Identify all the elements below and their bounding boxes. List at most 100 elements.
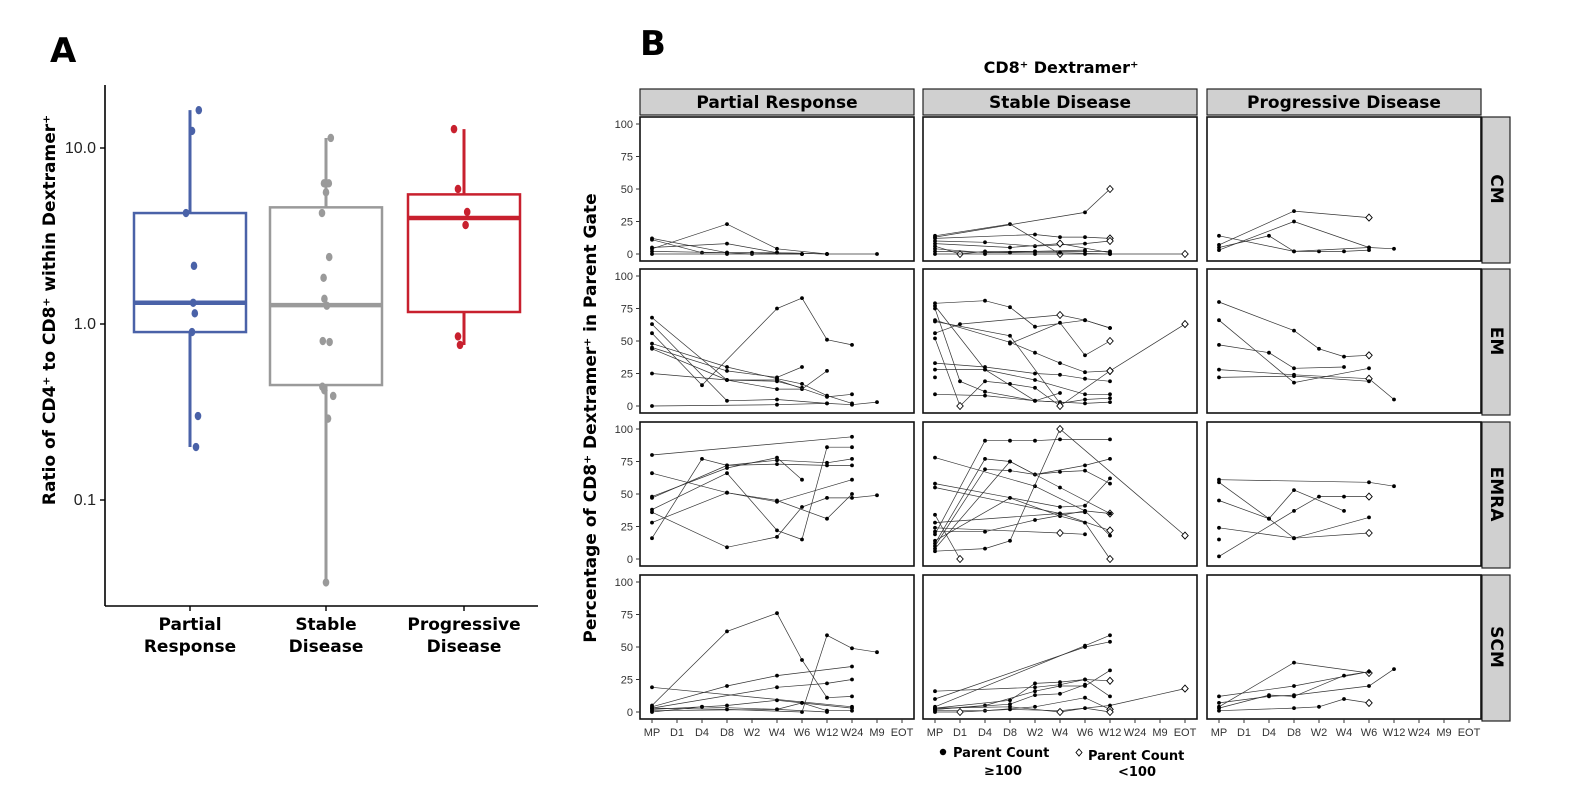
facet-frame [1206, 268, 1482, 414]
point-high-count [1292, 209, 1296, 214]
point-high-count [1342, 673, 1346, 678]
point-high-count [800, 537, 804, 542]
y-tick-label: 100 [615, 119, 633, 131]
strip-background [1481, 421, 1511, 569]
data-point [190, 261, 198, 271]
trajectory [933, 367, 1112, 397]
point-high-count [850, 694, 854, 699]
panel-b-legend: Parent Count ≥100 Parent Count <100 [939, 746, 1184, 780]
data-point [318, 208, 326, 218]
y-tick-label: 25 [621, 369, 633, 381]
point-high-count [875, 493, 879, 498]
facet-scm-progressive-disease: MP D1 D4 D8 W2 W4 W6 W12 W24 M9 EOT [1206, 574, 1482, 739]
x-tick-label: MP [927, 727, 944, 739]
facet-emra-progressive-disease [1206, 421, 1482, 567]
point-high-count [800, 382, 804, 386]
point-high-count [825, 633, 829, 638]
point-low-count [1181, 684, 1189, 693]
point-high-count [1033, 252, 1037, 256]
x-tick-label: D1 [670, 727, 684, 739]
trajectory [1008, 320, 1114, 358]
point-high-count [1083, 677, 1087, 682]
legend-item-1-line1: Parent Count [953, 746, 1049, 761]
point-high-count [650, 346, 654, 351]
data-point [192, 442, 200, 452]
point-high-count [850, 434, 854, 439]
point-high-count [1008, 222, 1012, 227]
y-tick-label: 0 [627, 554, 633, 566]
point-high-count [1033, 518, 1037, 522]
point-high-count [933, 512, 937, 517]
trajectory [650, 445, 854, 542]
point-high-count [1058, 684, 1062, 688]
point-high-count [825, 460, 829, 465]
trajectory [650, 633, 879, 714]
point-high-count [958, 379, 962, 384]
point-high-count [800, 701, 804, 705]
trajectory [933, 476, 1112, 509]
point-high-count [875, 252, 879, 256]
point-high-count [850, 392, 854, 397]
x-category-label: Disease [427, 637, 502, 657]
y-tick-label: 1.0 [74, 316, 96, 333]
trajectory [1217, 374, 1371, 384]
point-high-count [875, 650, 879, 655]
trajectory [933, 375, 937, 380]
trajectory [1217, 318, 1371, 385]
point-high-count [850, 402, 854, 407]
y-tick-label: 0 [627, 249, 633, 261]
point-high-count [1217, 701, 1221, 705]
point-high-count [1083, 532, 1087, 537]
point-high-count [1108, 392, 1112, 397]
point-high-count [725, 471, 729, 476]
trajectory [1217, 669, 1371, 710]
point-high-count [1083, 520, 1087, 525]
trajectory [933, 236, 1114, 249]
point-high-count [1108, 694, 1112, 699]
trajectory [1217, 697, 1373, 713]
point-high-count [1083, 318, 1087, 323]
trajectory-line [651, 679, 853, 709]
box-1 [132, 110, 248, 448]
facet-frame [922, 116, 1198, 262]
point-high-count [933, 520, 937, 525]
trajectory [1217, 537, 1221, 542]
x-tick-label: MP [644, 727, 661, 739]
point-high-count [650, 471, 654, 476]
point-low-count [1181, 249, 1189, 259]
point-high-count [983, 438, 987, 443]
point-high-count [1058, 437, 1062, 442]
trajectory-line [1218, 482, 1370, 539]
trajectory-line [651, 347, 803, 378]
trajectory [933, 252, 1112, 256]
point-high-count [983, 457, 987, 461]
point-high-count [1217, 300, 1221, 304]
data-point [188, 327, 196, 337]
trajectory-line [651, 706, 828, 713]
point-high-count [1217, 233, 1221, 238]
point-high-count [933, 361, 937, 365]
point-low-count [1056, 239, 1064, 248]
trajectory [650, 493, 879, 550]
point-high-count [1083, 376, 1087, 381]
point-high-count [800, 477, 804, 482]
trajectory [1217, 219, 1371, 253]
point-high-count [725, 463, 729, 468]
point-high-count [1008, 305, 1012, 310]
trajectory-line [651, 699, 853, 710]
facet-frame [1206, 421, 1482, 567]
x-tick-label: W12 [816, 727, 839, 739]
point-high-count [1217, 248, 1221, 253]
point-high-count [1217, 554, 1221, 559]
point-high-count [983, 379, 987, 384]
point-high-count [1008, 702, 1012, 707]
point-high-count [983, 467, 987, 472]
point-high-count [1033, 704, 1037, 709]
point-low-count [956, 401, 964, 411]
point-high-count [933, 689, 937, 694]
point-high-count [775, 378, 779, 382]
point-high-count [1083, 401, 1087, 406]
point-low-count [1365, 213, 1373, 222]
point-low-count [1106, 236, 1114, 246]
point-high-count [1292, 509, 1296, 513]
